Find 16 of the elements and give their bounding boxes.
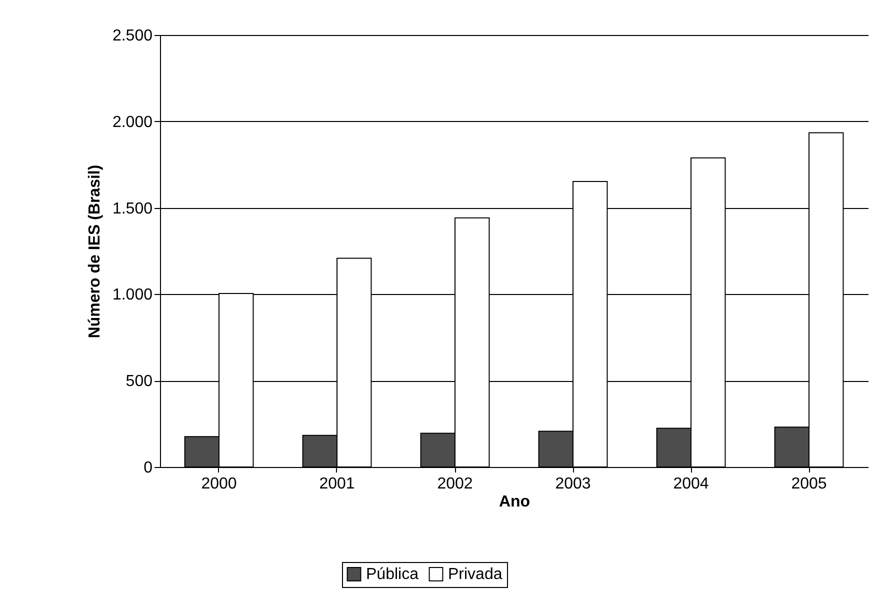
x-tick-label: 2004 [673, 476, 709, 492]
y-tick-label: 500 [126, 373, 153, 390]
legend-label: Pública [366, 566, 419, 584]
x-tick-label: 2003 [555, 476, 591, 492]
x-tick-label: 2000 [201, 476, 237, 492]
y-tick-label: 2.000 [112, 114, 153, 131]
y-tick-label: 2.500 [112, 28, 153, 44]
y-tick-label: 1.000 [112, 286, 153, 304]
x-axis-title: Ano [498, 494, 530, 510]
x-tick-label: 2005 [791, 476, 827, 492]
x-tick-label: 2002 [437, 476, 473, 492]
y-tick-label: 1.500 [112, 200, 153, 218]
y-tick-label: 0 [144, 460, 153, 476]
x-tick-label: 2001 [319, 476, 355, 492]
legend-label: Privada [448, 566, 502, 584]
y-axis-title: Número de IES (Brasil) [86, 164, 104, 338]
